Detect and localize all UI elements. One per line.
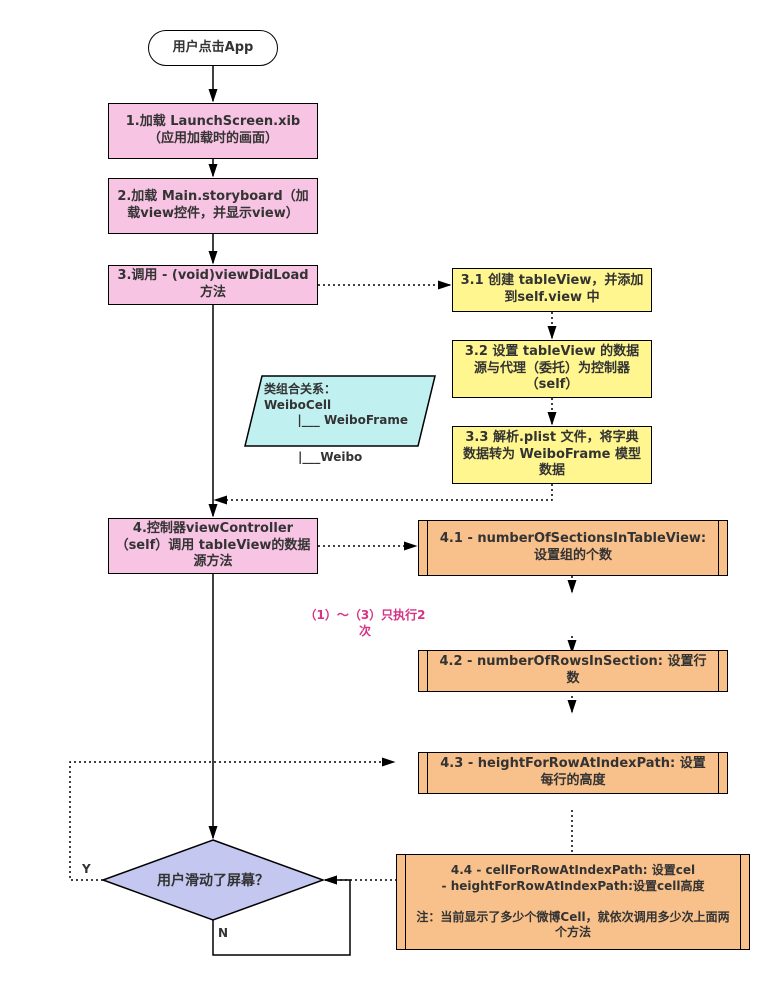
- io-subtext: |___Weibo: [298, 450, 362, 466]
- label-Y: Y: [82, 862, 91, 878]
- n1-node: 1.加载 LaunchScreen.xib（应用加载时的画面）: [108, 103, 318, 159]
- n3-node: 3.调用 - (void)viewDidLoad方法: [108, 265, 318, 305]
- annot-a1: （1）～（3）只执行2次: [300, 608, 430, 639]
- n31-node: 3.1 创建 tableView，并添加到self.view 中: [452, 268, 652, 312]
- n44-node: 4.4 - cellForRowAtIndexPath: 设置cel - hei…: [396, 854, 750, 950]
- io-text: 类组合关系： WeiboCell |___ WeiboFrame: [264, 382, 424, 429]
- decision-label: 用户滑动了屏幕？: [133, 872, 293, 890]
- label-N: N: [218, 926, 228, 942]
- n41-node: 4.1 - numberOfSectionsInTableView: 设置组的个…: [418, 520, 728, 576]
- n32-node: 3.2 设置 tableView 的数据源与代理（委托）为控制器（self）: [452, 340, 652, 398]
- n43-node: 4.3 - heightForRowAtIndexPath: 设置每行的高度: [418, 752, 728, 794]
- n2-node: 2.加载 Main.storyboard（加载view控件，并显示view）: [108, 178, 318, 234]
- edge-n33-back: [215, 484, 552, 500]
- n42-node: 4.2 - numberOfRowsInSection: 设置行数: [418, 650, 728, 692]
- start-node: 用户点击App: [148, 30, 278, 66]
- n33-node: 3.3 解析.plist 文件，将字典数据转为 WeiboFrame 模型数据: [452, 426, 652, 484]
- n4-node: 4.控制器viewController（self）调用 tableView的数据…: [108, 518, 318, 574]
